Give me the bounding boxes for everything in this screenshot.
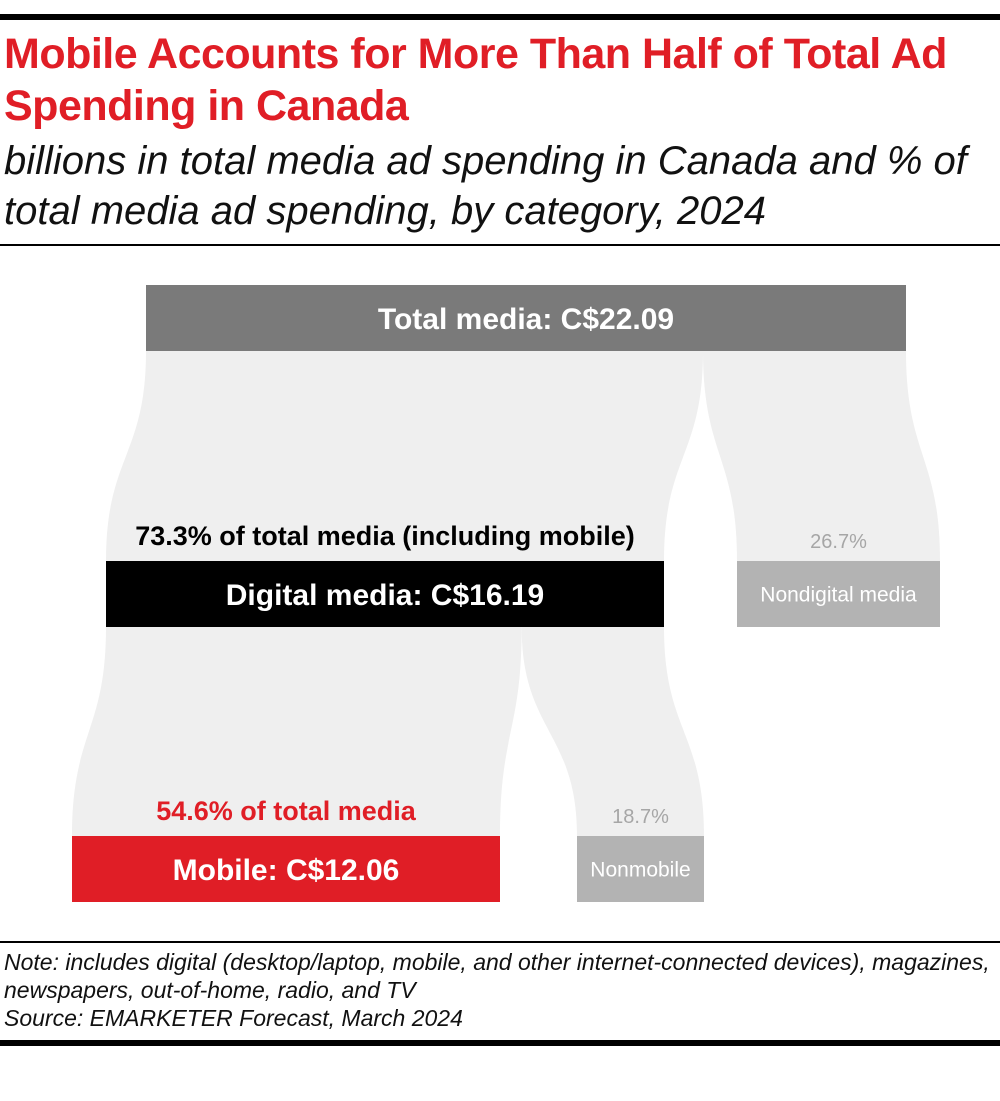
sankey-chart: Total media: C$22.09 Digital media: C$16.… <box>72 285 940 902</box>
total-bar-label: Total media: C$22.09 <box>378 303 674 336</box>
mobile-bar-label: Mobile: C$12.06 <box>173 854 400 887</box>
label-layer: Total media: C$22.09 Digital media: C$16.… <box>135 303 917 887</box>
flow-total-to-digital <box>106 351 704 561</box>
mobile-bar <box>72 836 500 902</box>
chart-subtitle: billions in total media ad spending in C… <box>4 139 967 233</box>
header-divider <box>0 244 1000 246</box>
nondigital-bar <box>737 561 940 627</box>
nondigital-bar-label: Nondigital media <box>760 584 917 607</box>
node-layer <box>72 285 940 902</box>
digital-bar-label: Digital media: C$16.19 <box>226 579 544 612</box>
total-bar <box>146 285 906 351</box>
digital-share-label: 73.3% of total media (including mobile) <box>135 521 635 551</box>
bottom-rule <box>0 1040 1000 1046</box>
nonmobile-bar-label: Nonmobile <box>590 859 690 882</box>
flow-digital-to-mobile <box>72 627 522 836</box>
chart-title: Mobile Accounts for More Than Half of To… <box>4 30 947 130</box>
digital-bar <box>106 561 664 627</box>
flow-digital-to-nonmobile <box>521 627 704 836</box>
notes-block: Note: includes digital (desktop/laptop, … <box>4 948 994 1032</box>
flow-total-to-nondigital <box>703 351 940 561</box>
top-rule <box>0 14 1000 20</box>
nonmobile-share-label: 18.7% <box>612 806 669 828</box>
flow-layer <box>72 351 940 836</box>
mobile-share-label: 54.6% of total media <box>156 796 417 826</box>
note-text: Note: includes digital (desktop/laptop, … <box>4 949 990 1003</box>
notes-divider <box>0 941 1000 943</box>
nonmobile-bar <box>577 836 704 902</box>
source-text: Source: EMARKETER Forecast, March 2024 <box>4 1005 463 1031</box>
nondigital-share-label: 26.7% <box>810 531 867 553</box>
